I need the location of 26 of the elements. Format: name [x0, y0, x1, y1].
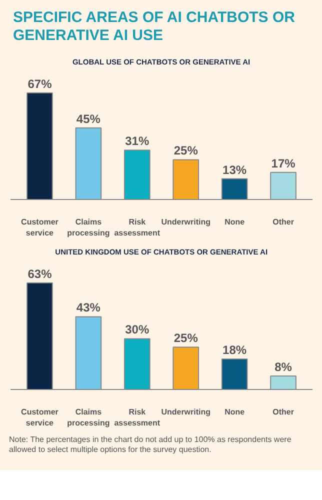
data-label: 45% [76, 112, 101, 126]
x-tick-label: None [224, 218, 246, 226]
data-label: 43% [76, 300, 101, 315]
x-tick-label: Underwriting [161, 218, 211, 226]
x-tick-label: Claims processing [67, 408, 110, 428]
data-label: 63% [28, 266, 52, 281]
x-tick-label: Other [272, 218, 294, 226]
data-label: 30% [125, 322, 150, 337]
x-tick-label: Customer service [21, 408, 58, 428]
x-tick-label: Other [272, 408, 294, 416]
data-label: 31% [125, 134, 150, 148]
data-label: 25% [174, 331, 198, 346]
data-label: 17% [271, 156, 296, 170]
data-label: 67% [28, 76, 52, 91]
data-label: 8% [274, 360, 292, 374]
data-label: 25% [174, 144, 198, 158]
data-label: 13% [222, 162, 247, 177]
x-tick-label: Underwriting [161, 408, 211, 416]
x-tick-label: Risk assessment [114, 218, 160, 238]
x-tick-label: None [224, 408, 246, 416]
x-tick-label: Claims processing [67, 218, 110, 238]
text: Note: The percentages in the chart do not add up to 100% as respondents were allowed to select multiple options for the survey question. [9, 435, 292, 455]
chart-title: SPECIFIC AREAS OF AI CHATBOTS OR GENERATIVE AI USE [13, 9, 296, 45]
data-label: 18% [222, 343, 247, 358]
x-tick-label: Customer service [21, 218, 58, 238]
x-tick-label: Risk assessment [114, 408, 160, 428]
